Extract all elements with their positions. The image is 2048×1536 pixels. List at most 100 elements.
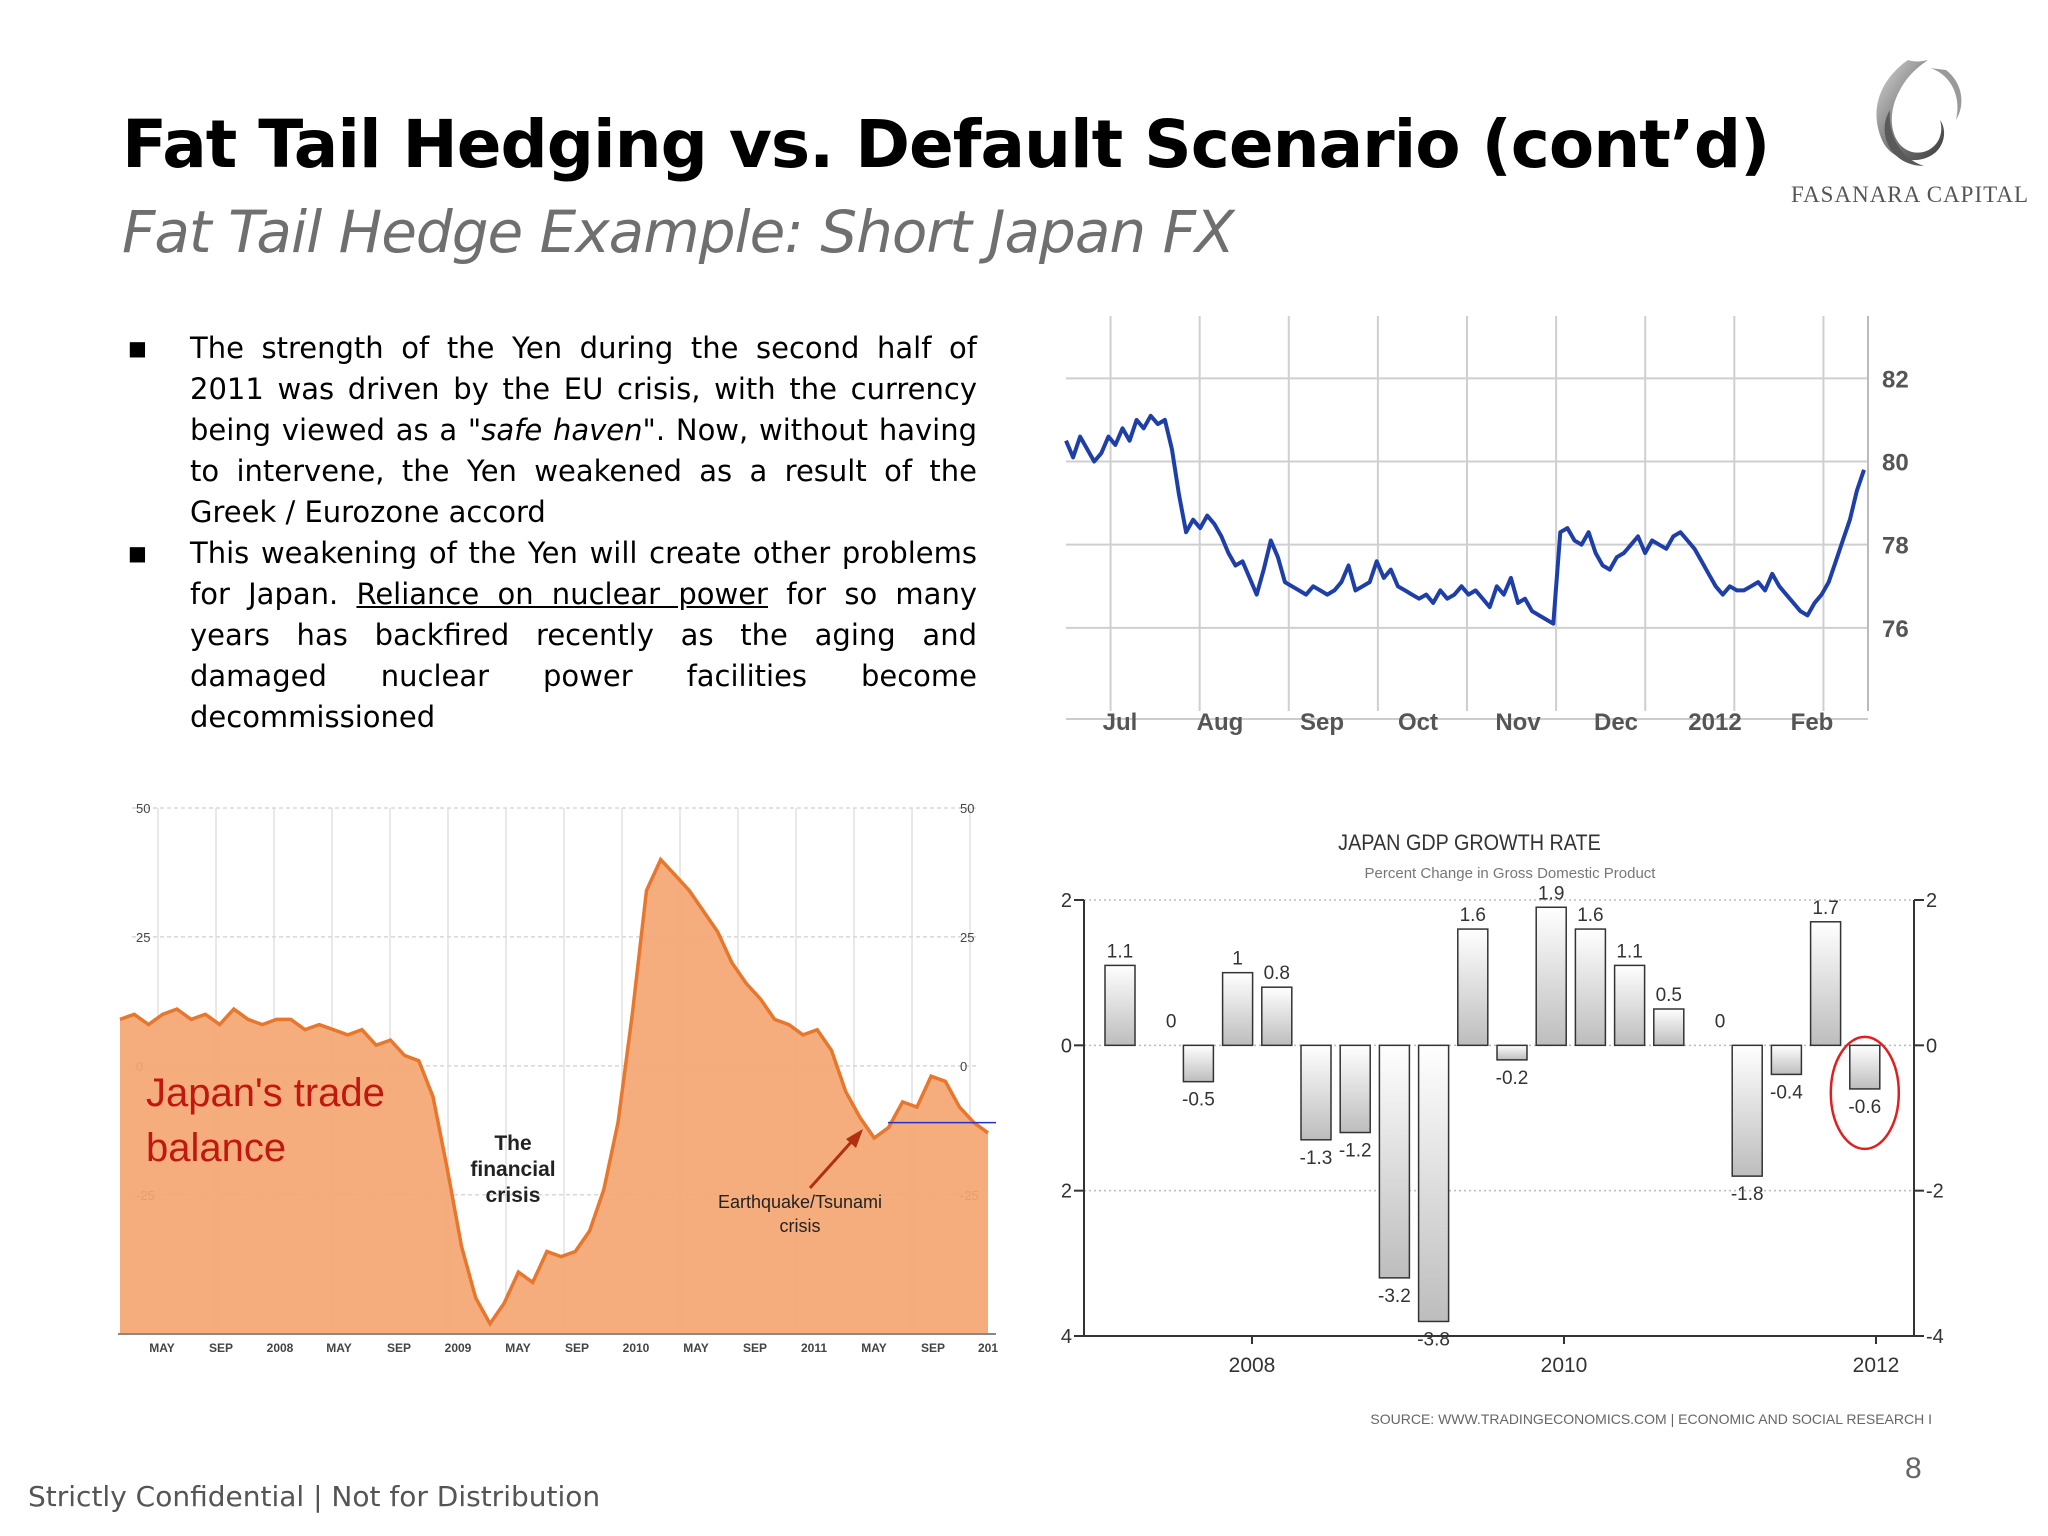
y-tick-label-right: -2 <box>1926 1181 1944 1203</box>
footer-distribution: Not for Distribution <box>331 1480 601 1513</box>
gdp-bar <box>1613 964 1646 1047</box>
y-tick-label-left: 25 <box>136 930 150 945</box>
y-tick-label: 78 <box>1882 533 1909 560</box>
gdp-data-label: -1.3 <box>1300 1148 1333 1169</box>
gdp-bar <box>1378 1044 1411 1279</box>
bullet-2-text-2: for so many years has backfired recently… <box>190 577 977 734</box>
x-tick-label: MAY <box>326 1341 352 1355</box>
chart-subtitle: Percent Change in Gross Domestic Product <box>1365 865 1657 882</box>
bullet-list: ■ The strength of the Yen during the seco… <box>122 328 977 738</box>
x-tick-label: Dec <box>1594 709 1638 736</box>
usdjpy-series-line <box>1064 413 1866 626</box>
gdp-data-label: 0.5 <box>1656 985 1682 1006</box>
x-tick-label: MAY <box>683 1341 709 1355</box>
bullet-1-text-2: ". Now, without having to intervene, the… <box>190 413 977 529</box>
y-tick-label-left: -2 <box>1060 1181 1072 1203</box>
gdp-data-label: -0.2 <box>1496 1068 1529 1089</box>
y-tick-label-right: 0 <box>960 1059 967 1074</box>
x-tick-label: 2010 <box>1541 1354 1588 1377</box>
annotation-arrow-head <box>846 1129 863 1148</box>
series-label: balance <box>146 1126 286 1170</box>
slide-subtitle: Fat Tail Hedge Example: Short Japan FX <box>122 198 1235 266</box>
gdp-bar <box>1457 928 1489 1047</box>
annotation-arrow <box>808 1138 855 1190</box>
y-tick-label-left: 2 <box>1061 890 1072 912</box>
gdp-data-label: -1.2 <box>1339 1141 1372 1162</box>
slide-title: Fat Tail Hedging vs. Default Scenario (c… <box>122 106 1770 183</box>
chart-source: SOURCE: WWW.TRADINGECONOMICS.COM | ECONO… <box>1370 1411 1932 1427</box>
y-tick-label-right: 25 <box>960 930 974 945</box>
gdp-data-label: -0.6 <box>1848 1097 1881 1118</box>
trade-balance-line <box>119 856 990 1328</box>
gdp-data-label: 0.8 <box>1264 963 1290 984</box>
y-tick-label: 80 <box>1882 450 1909 477</box>
bullet-1-text: The strength of the Yen during the secon… <box>190 331 977 447</box>
x-tick-label: Sep <box>1300 709 1344 736</box>
x-tick-label: MAY <box>505 1341 531 1355</box>
x-tick-label: MAY <box>861 1341 887 1355</box>
x-tick-label: SEP <box>209 1341 233 1355</box>
gdp-bar <box>1221 971 1254 1047</box>
bullet-1-italic: safe haven <box>481 413 643 447</box>
gdp-bar <box>1339 1044 1371 1134</box>
annotation-earthquake: crisis <box>780 1216 821 1236</box>
x-tick-label: 2012 <box>1688 709 1741 736</box>
gdp-bar <box>1535 906 1567 1047</box>
x-tick-label: Jul <box>1103 709 1138 736</box>
y-tick-label-right: 2 <box>1926 890 1937 912</box>
gdp-data-label: -0.4 <box>1770 1082 1803 1103</box>
annotation-financial-crisis: The <box>494 1132 531 1155</box>
gdp-data-label: 1.1 <box>1107 941 1133 962</box>
gdp-data-label: 1.1 <box>1616 941 1642 962</box>
gdp-bar <box>1261 986 1293 1047</box>
bullet-2-underlined: Reliance on nuclear power <box>356 577 768 611</box>
gdp-data-label: 1 <box>1232 949 1243 970</box>
gdp-data-label: -3.2 <box>1378 1286 1411 1307</box>
x-tick-label: MAY <box>149 1341 175 1355</box>
trade-balance-area-chart: 5050252500-25-25MAYSEP2008MAYSEP2009MAYS… <box>118 801 998 1355</box>
footer: Strictly Confidential | Not for Distribu… <box>28 1480 600 1513</box>
y-tick-label-left: -4 <box>1060 1326 1072 1348</box>
gdp-data-label: 1.6 <box>1577 905 1603 926</box>
gdp-data-label: 1.9 <box>1538 883 1564 904</box>
gdp-bar <box>1182 1044 1215 1083</box>
annotation-financial-crisis: financial <box>470 1158 555 1181</box>
annotation-financial-crisis: crisis <box>486 1184 541 1207</box>
footer-separator: | <box>313 1480 323 1513</box>
x-tick-label: SEP <box>743 1341 767 1355</box>
x-tick-label: Oct <box>1398 709 1438 736</box>
bullet-1: ■ The strength of the Yen during the seco… <box>122 328 977 533</box>
gdp-bar <box>1417 1044 1450 1323</box>
fasanara-logo <box>1876 60 1962 166</box>
x-tick-label: 2012 <box>1853 1354 1900 1377</box>
y-tick-label-left: 50 <box>136 801 150 816</box>
y-tick-label-right: -4 <box>1926 1326 1944 1348</box>
gdp-bar <box>1496 1044 1528 1061</box>
gdp-bar <box>1653 1008 1685 1047</box>
gdp-data-label: -0.5 <box>1182 1090 1215 1111</box>
series-label: Japan's trade <box>146 1071 385 1115</box>
logo-text: FASANARA CAPITAL <box>1790 182 2029 207</box>
y-tick-label-left: 0 <box>1061 1035 1072 1057</box>
bullet-marker: ■ <box>128 336 147 360</box>
x-tick-label: 2008 <box>1229 1354 1276 1377</box>
gdp-bar <box>1849 1044 1881 1090</box>
gdp-bar <box>1770 1044 1803 1076</box>
gdp-data-label: 0 <box>1166 1011 1177 1032</box>
footer-confidential: Strictly Confidential <box>28 1480 305 1513</box>
y-tick-label: 76 <box>1882 616 1909 643</box>
page-number: 8 <box>1905 1452 1922 1485</box>
trade-balance-area <box>120 859 988 1334</box>
gdp-data-label: -3.8 <box>1417 1329 1450 1350</box>
gdp-growth-bar-chart: JAPAN GDP GROWTH RATE Percent Change in G… <box>1060 831 1944 1427</box>
y-tick-label-right: 50 <box>960 801 974 816</box>
gdp-data-label: 0 <box>1715 1011 1726 1032</box>
gdp-data-label: -1.8 <box>1731 1184 1764 1205</box>
x-tick-label: 2011 <box>801 1341 827 1355</box>
x-tick-label: Feb <box>1791 709 1834 736</box>
gdp-bar <box>1300 1044 1332 1141</box>
x-tick-label: 2008 <box>267 1341 294 1355</box>
x-tick-label: 2010 <box>623 1341 650 1355</box>
usdjpy-line-chart: 82 80 78 76 Jul Aug Sep Oct Nov Dec 2012 Feb <box>1064 316 1909 736</box>
gdp-data-label: 1.7 <box>1812 898 1838 919</box>
